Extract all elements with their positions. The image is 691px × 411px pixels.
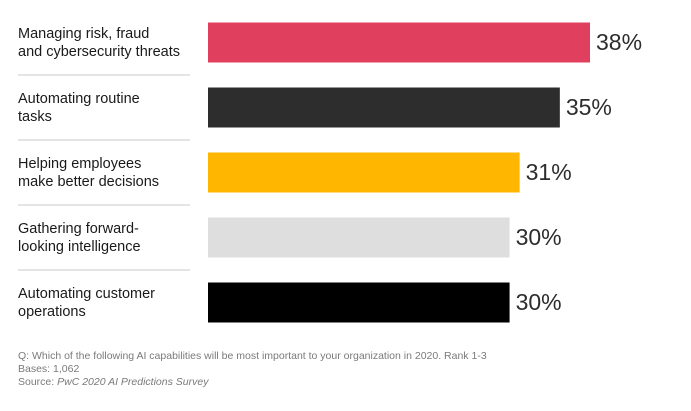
- footnote-question: Q: Which of the following AI capabilitie…: [18, 350, 487, 362]
- bar-4: [208, 217, 510, 258]
- category-label-line: Helping employees: [18, 155, 142, 172]
- category-label: Gathering forward-looking intelligence: [18, 220, 203, 256]
- category-label: Helping employees make better decisions: [18, 155, 203, 191]
- category-label-line: operations: [18, 303, 86, 320]
- value-label: 30%: [515, 288, 562, 315]
- bar-1: [208, 22, 590, 63]
- category-label-line: tasks: [18, 108, 52, 125]
- category-label: Managing risk, fraud and cybersecurity th…: [18, 25, 203, 61]
- bar-5: [208, 282, 510, 323]
- footnote-source: Source: PwC 2020 AI Predictions Survey: [18, 376, 487, 389]
- bar-2: [208, 87, 560, 128]
- bar-3: [208, 152, 520, 193]
- category-label-line: Managing risk, fraud: [18, 25, 150, 42]
- category-label-line: looking intelligence: [18, 238, 141, 255]
- category-label: Automating routine tasks: [18, 90, 203, 126]
- chart-footnote: Q: Which of the following AI capabilitie…: [18, 350, 487, 389]
- footnote-source-name: PwC 2020 AI Predictions Survey: [57, 376, 209, 388]
- footnote-source-prefix: Source:: [18, 376, 58, 388]
- value-label: 30%: [515, 223, 562, 250]
- category-label-line: and cybersecurity threats: [18, 43, 180, 60]
- category-label-line: Automating customer: [18, 285, 156, 302]
- category-label: Automating customer operations: [18, 285, 203, 321]
- value-label: 31%: [525, 158, 572, 185]
- footnote-bases: Bases: 1,062: [18, 363, 80, 375]
- value-label: 35%: [565, 93, 612, 120]
- category-label-line: Gathering forward-: [18, 220, 139, 237]
- value-label: 38%: [596, 28, 643, 55]
- category-label-line: Automating routine: [18, 90, 140, 107]
- category-label-line: make better decisions: [18, 173, 160, 190]
